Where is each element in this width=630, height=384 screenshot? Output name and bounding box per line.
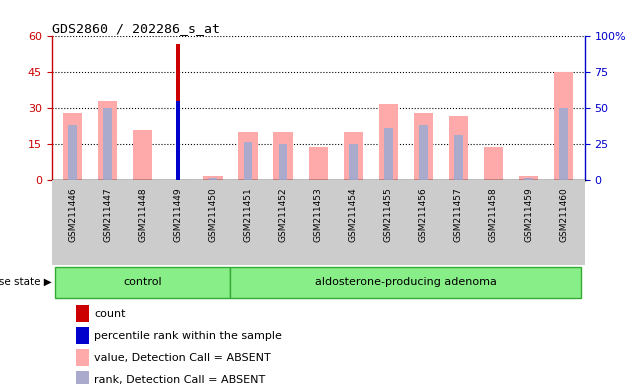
Text: GSM211460: GSM211460	[559, 187, 568, 242]
Text: GSM211452: GSM211452	[278, 187, 287, 242]
Bar	[103, 109, 112, 180]
Bar	[176, 44, 180, 180]
Bar	[349, 144, 358, 180]
Bar	[278, 144, 287, 180]
Bar	[231, 267, 581, 298]
Text: count: count	[94, 309, 126, 319]
Bar	[519, 176, 538, 180]
Bar	[133, 130, 152, 180]
Bar	[209, 178, 217, 180]
Bar	[309, 147, 328, 180]
Bar	[176, 101, 180, 180]
Text: GSM211455: GSM211455	[384, 187, 392, 242]
Bar	[76, 371, 89, 384]
Text: percentile rank within the sample: percentile rank within the sample	[94, 331, 282, 341]
Bar	[524, 178, 533, 180]
Text: disease state ▶: disease state ▶	[0, 277, 52, 287]
Text: GSM211454: GSM211454	[349, 187, 358, 242]
Text: aldosterone-producing adenoma: aldosterone-producing adenoma	[315, 277, 496, 287]
Bar	[414, 113, 433, 180]
Text: rank, Detection Call = ABSENT: rank, Detection Call = ABSENT	[94, 375, 266, 384]
Text: GSM211456: GSM211456	[419, 187, 428, 242]
Bar	[98, 101, 117, 180]
Bar	[69, 125, 77, 180]
Bar	[273, 132, 293, 180]
Bar	[238, 132, 258, 180]
Bar	[76, 349, 89, 366]
Text: GSM211459: GSM211459	[524, 187, 533, 242]
Bar	[484, 147, 503, 180]
Text: control: control	[123, 277, 162, 287]
Text: GDS2860 / 202286_s_at: GDS2860 / 202286_s_at	[52, 22, 220, 35]
Bar	[449, 116, 468, 180]
Bar	[379, 104, 398, 180]
Text: GSM211458: GSM211458	[489, 187, 498, 242]
Bar	[384, 127, 392, 180]
Text: GSM211447: GSM211447	[103, 187, 112, 242]
Bar	[76, 305, 89, 322]
Bar	[63, 113, 83, 180]
Bar	[55, 267, 231, 298]
Bar	[559, 109, 568, 180]
Text: GSM211446: GSM211446	[68, 187, 77, 242]
Text: GSM211448: GSM211448	[139, 187, 147, 242]
Bar	[554, 73, 573, 180]
Bar	[343, 132, 363, 180]
Bar	[203, 176, 222, 180]
Text: GSM211451: GSM211451	[244, 187, 253, 242]
Text: value, Detection Call = ABSENT: value, Detection Call = ABSENT	[94, 353, 272, 363]
Text: GSM211450: GSM211450	[209, 187, 217, 242]
Text: GSM211453: GSM211453	[314, 187, 323, 242]
Bar	[454, 135, 463, 180]
Bar	[76, 328, 89, 344]
Text: GSM211457: GSM211457	[454, 187, 463, 242]
Text: GSM211449: GSM211449	[173, 187, 183, 242]
Bar	[244, 142, 253, 180]
Bar	[419, 125, 428, 180]
